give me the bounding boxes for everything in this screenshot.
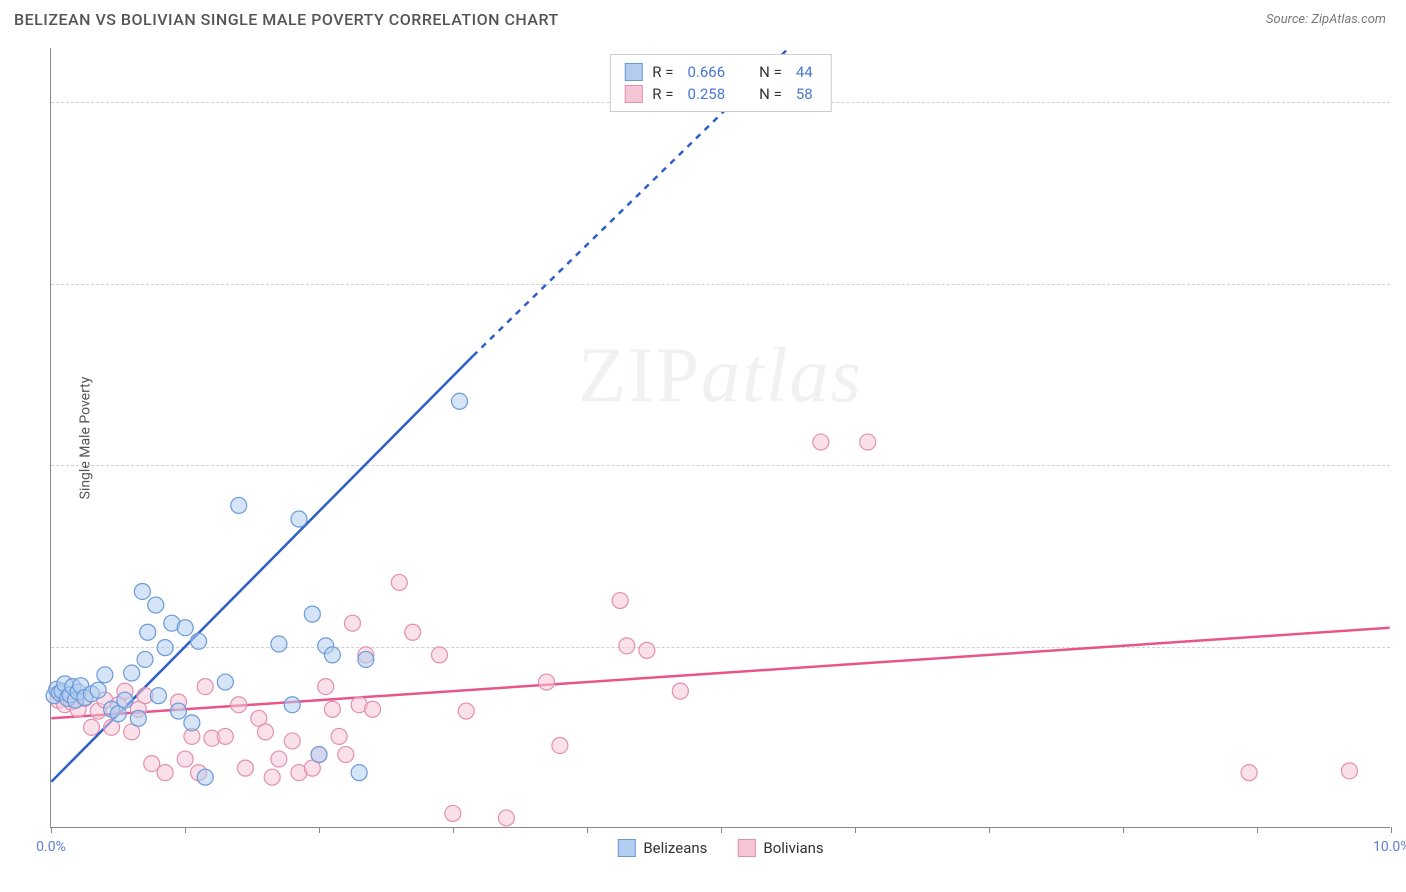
scatter-plot-svg	[51, 48, 1390, 827]
point-belizeans	[130, 710, 146, 726]
n-value-bolivians: 58	[796, 85, 813, 103]
point-belizeans	[90, 682, 106, 698]
point-bolivians	[405, 624, 421, 640]
point-bolivians	[157, 765, 173, 781]
legend-item-belizeans: Belizeans	[617, 839, 707, 857]
point-bolivians	[1241, 765, 1257, 781]
point-belizeans	[177, 620, 193, 636]
point-belizeans	[140, 624, 156, 640]
point-belizeans	[157, 640, 173, 656]
point-belizeans	[304, 606, 320, 622]
point-belizeans	[284, 697, 300, 713]
point-bolivians	[498, 810, 514, 826]
point-bolivians	[612, 593, 628, 609]
n-label: N =	[759, 63, 782, 81]
x-tick	[721, 827, 722, 833]
series-legend: Belizeans Bolivians	[617, 839, 823, 857]
r-value-belizeans: 0.666	[687, 63, 725, 81]
point-bolivians	[177, 751, 193, 767]
point-bolivians	[1342, 763, 1358, 779]
x-tick-label: 10.0%	[1373, 839, 1406, 855]
swatch-bolivians	[624, 85, 642, 103]
point-bolivians	[552, 737, 568, 753]
point-bolivians	[284, 733, 300, 749]
point-bolivians	[813, 434, 829, 450]
point-bolivians	[860, 434, 876, 450]
point-bolivians	[324, 701, 340, 717]
r-label: R =	[652, 85, 673, 103]
point-belizeans	[231, 497, 247, 513]
n-value-belizeans: 44	[796, 63, 813, 81]
point-bolivians	[271, 751, 287, 767]
point-bolivians	[344, 615, 360, 631]
point-bolivians	[445, 805, 461, 821]
point-belizeans	[311, 747, 327, 763]
x-tick	[1391, 827, 1392, 833]
x-tick	[1257, 827, 1258, 833]
point-belizeans	[217, 674, 233, 690]
point-belizeans	[150, 688, 166, 704]
plot-area: ZIPatlas R = 0.666 N = 44 R = 0.258 N = …	[50, 48, 1390, 828]
legend-row-belizeans: R = 0.666 N = 44	[624, 61, 816, 83]
legend-row-bolivians: R = 0.258 N = 58	[624, 83, 816, 105]
point-bolivians	[539, 674, 555, 690]
point-bolivians	[431, 647, 447, 663]
point-bolivians	[231, 697, 247, 713]
x-tick	[1123, 827, 1124, 833]
x-tick	[51, 827, 52, 833]
x-tick	[319, 827, 320, 833]
source-attribution: Source: ZipAtlas.com	[1266, 12, 1386, 27]
point-bolivians	[365, 701, 381, 717]
point-belizeans	[452, 393, 468, 409]
swatch-belizeans	[617, 839, 635, 857]
point-belizeans	[134, 583, 150, 599]
legend-item-bolivians: Bolivians	[737, 839, 823, 857]
point-bolivians	[217, 728, 233, 744]
point-belizeans	[197, 769, 213, 785]
point-belizeans	[351, 765, 367, 781]
point-belizeans	[148, 597, 164, 613]
point-belizeans	[171, 703, 187, 719]
x-tick	[587, 827, 588, 833]
swatch-bolivians	[737, 839, 755, 857]
x-tick	[453, 827, 454, 833]
point-bolivians	[197, 679, 213, 695]
point-belizeans	[97, 667, 113, 683]
swatch-belizeans	[624, 63, 642, 81]
x-tick-label: 0.0%	[36, 839, 66, 855]
chart-container: Single Male Poverty ZIPatlas R = 0.666 N…	[50, 48, 1390, 828]
point-bolivians	[338, 747, 354, 763]
point-belizeans	[137, 651, 153, 667]
point-belizeans	[358, 651, 374, 667]
point-bolivians	[264, 769, 280, 785]
point-bolivians	[257, 724, 273, 740]
point-bolivians	[84, 719, 100, 735]
point-belizeans	[324, 647, 340, 663]
x-tick	[855, 827, 856, 833]
point-belizeans	[117, 692, 133, 708]
trendline-bolivians	[51, 628, 1389, 719]
point-bolivians	[672, 683, 688, 699]
point-bolivians	[458, 703, 474, 719]
chart-title: BELIZEAN VS BOLIVIAN SINGLE MALE POVERTY…	[14, 10, 559, 29]
x-tick	[185, 827, 186, 833]
point-bolivians	[639, 642, 655, 658]
point-bolivians	[391, 574, 407, 590]
point-belizeans	[124, 665, 140, 681]
legend-label-bolivians: Bolivians	[763, 839, 823, 857]
r-value-bolivians: 0.258	[687, 85, 725, 103]
n-label: N =	[759, 85, 782, 103]
point-belizeans	[291, 511, 307, 527]
point-belizeans	[184, 715, 200, 731]
point-bolivians	[318, 679, 334, 695]
point-bolivians	[331, 728, 347, 744]
correlation-legend: R = 0.666 N = 44 R = 0.258 N = 58	[609, 54, 831, 112]
point-bolivians	[619, 638, 635, 654]
point-belizeans	[191, 633, 207, 649]
point-belizeans	[271, 636, 287, 652]
legend-label-belizeans: Belizeans	[643, 839, 707, 857]
r-label: R =	[652, 63, 673, 81]
point-bolivians	[237, 760, 253, 776]
x-tick	[989, 827, 990, 833]
